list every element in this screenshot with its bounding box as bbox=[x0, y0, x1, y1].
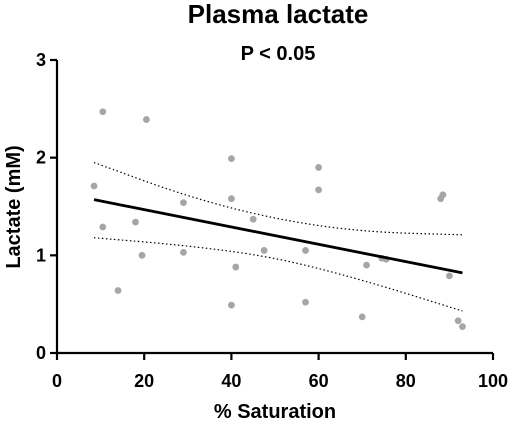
confidence-band-lower bbox=[94, 237, 463, 312]
y-tick-label: 2 bbox=[36, 148, 46, 168]
data-point bbox=[90, 182, 98, 190]
data-point bbox=[228, 301, 235, 309]
data-point bbox=[302, 247, 309, 254]
confidence-band-upper bbox=[93, 161, 463, 236]
data-point bbox=[138, 251, 146, 259]
data-point bbox=[302, 298, 309, 306]
x-tick-label: 100 bbox=[478, 371, 508, 391]
data-point bbox=[232, 263, 240, 271]
confidence-band bbox=[93, 161, 463, 312]
x-tick-label: 20 bbox=[134, 371, 154, 391]
y-axis-label: Lactate (mM) bbox=[3, 145, 25, 268]
data-point bbox=[99, 108, 107, 116]
data-point bbox=[454, 317, 462, 325]
data-point bbox=[114, 287, 122, 294]
x-tick-label: 40 bbox=[221, 371, 241, 391]
y-axis-ticks: 0 1 2 3 bbox=[36, 50, 57, 363]
data-point bbox=[132, 218, 139, 226]
data-point bbox=[358, 313, 366, 321]
data-point bbox=[142, 116, 150, 123]
data-point bbox=[315, 164, 322, 171]
data-point bbox=[228, 155, 235, 163]
data-point bbox=[180, 199, 187, 206]
data-point bbox=[459, 323, 466, 331]
y-tick-label: 1 bbox=[36, 245, 46, 265]
chart-title: Plasma lactate bbox=[188, 0, 369, 29]
y-tick-label: 0 bbox=[36, 343, 46, 363]
data-point bbox=[260, 247, 268, 254]
data-point bbox=[99, 223, 107, 231]
x-tick-label: 80 bbox=[396, 371, 416, 391]
x-tick-label: 60 bbox=[309, 371, 329, 391]
chart-subtitle: P < 0.05 bbox=[241, 43, 316, 65]
x-tick-label: 0 bbox=[52, 371, 62, 391]
y-tick-label: 3 bbox=[36, 50, 46, 70]
data-point bbox=[315, 186, 322, 194]
data-point bbox=[228, 195, 235, 203]
data-point bbox=[439, 191, 447, 199]
data-point bbox=[446, 272, 453, 280]
data-point bbox=[180, 249, 187, 256]
data-point bbox=[363, 261, 370, 269]
axes: 0 20 40 60 80 100 0 1 2 3 bbox=[36, 50, 508, 391]
x-axis-ticks: 0 20 40 60 80 100 bbox=[52, 353, 508, 391]
data-point bbox=[249, 215, 257, 223]
x-axis-label: % Saturation bbox=[214, 401, 336, 423]
regression-fit-line bbox=[93, 198, 463, 275]
regression-line bbox=[93, 198, 463, 275]
